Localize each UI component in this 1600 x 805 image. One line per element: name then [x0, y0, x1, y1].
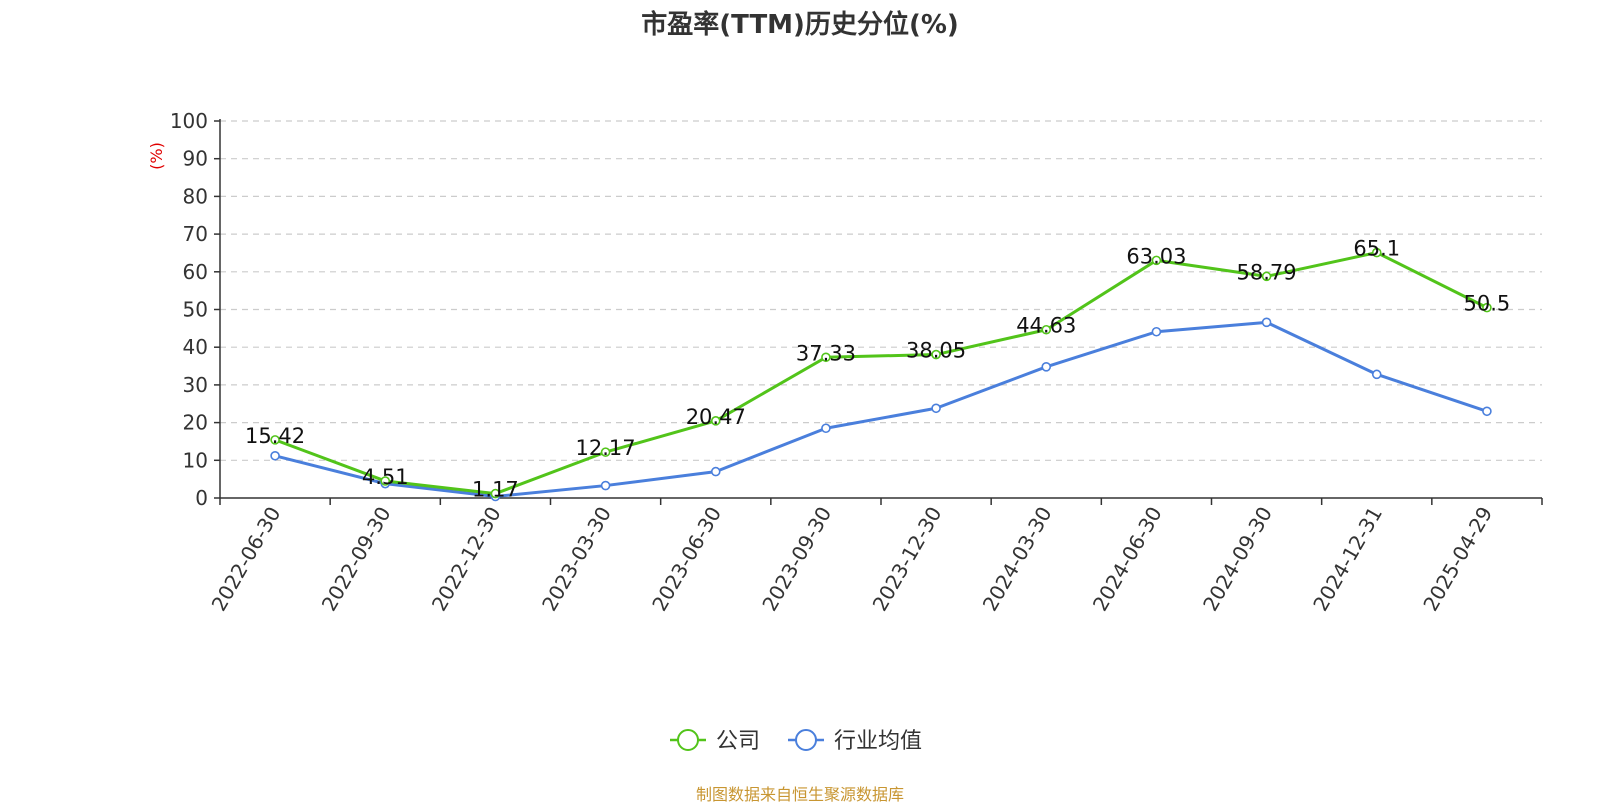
data-point — [600, 447, 611, 457]
data-point — [1482, 406, 1492, 417]
chart-title: 市盈率(TTM)历史分位(%) — [641, 10, 959, 40]
data-point — [821, 352, 831, 363]
data-point — [600, 480, 611, 491]
data-label: 65.1 — [1353, 237, 1400, 261]
data-point — [1261, 271, 1272, 282]
x-tick-label: 2023-06-30 — [647, 503, 726, 616]
data-point — [1041, 324, 1052, 335]
data-point — [710, 466, 721, 477]
data-point — [490, 488, 501, 499]
y-tick-label: 40 — [183, 335, 208, 359]
y-tick-label: 80 — [183, 184, 208, 208]
y-tick-label: 60 — [183, 260, 208, 284]
y-axis-label: (%) — [147, 142, 166, 170]
data-point — [1151, 326, 1162, 337]
x-tick-label: 2024-12-31 — [1308, 503, 1387, 616]
legend-label: 行业均值 — [834, 729, 922, 754]
legend-label: 公司 — [716, 729, 760, 754]
y-tick-label: 70 — [183, 222, 208, 246]
x-tick-label: 2024-03-30 — [978, 503, 1057, 616]
y-tick-label: 30 — [183, 373, 208, 397]
x-tick-label: 2025-04-29 — [1418, 503, 1497, 616]
y-tick-label: 20 — [183, 411, 208, 435]
data-label: 12.17 — [576, 436, 636, 460]
data-point — [821, 423, 831, 434]
data-point — [1151, 255, 1162, 266]
data-label: 44.63 — [1016, 314, 1076, 338]
data-point — [931, 403, 941, 414]
x-tick-label: 2023-12-30 — [868, 503, 947, 616]
data-point — [1261, 317, 1272, 328]
x-tick-label: 2024-06-30 — [1088, 503, 1167, 616]
data-label: 50.5 — [1464, 292, 1511, 316]
y-tick-label: 0 — [195, 486, 208, 510]
data-point — [1371, 247, 1382, 258]
data-point — [380, 476, 391, 486]
data-point — [710, 416, 721, 426]
y-tick-label: 10 — [183, 448, 208, 472]
data-point — [270, 450, 280, 461]
legend-marker — [795, 729, 817, 751]
data-label: 58.79 — [1237, 260, 1297, 284]
data-label: 38.05 — [906, 339, 966, 363]
x-tick-label: 2024-09-30 — [1198, 503, 1277, 616]
y-tick-label: 100 — [170, 109, 208, 133]
series-line — [274, 320, 1488, 498]
data-label: 1.17 — [472, 478, 519, 502]
data-label: 4.51 — [362, 465, 409, 489]
y-tick-label: 50 — [183, 298, 208, 322]
data-label: 15.42 — [245, 424, 305, 448]
x-tick-label: 2023-09-30 — [757, 503, 836, 616]
data-point — [1482, 302, 1492, 313]
data-label: 20.47 — [686, 405, 746, 429]
data-point — [1041, 362, 1052, 372]
legend-marker — [677, 729, 699, 751]
x-tick-label: 2022-06-30 — [207, 503, 286, 616]
series-line — [274, 251, 1488, 496]
data-point — [1371, 369, 1382, 380]
x-tick-label: 2023-03-30 — [537, 503, 616, 616]
data-point — [931, 349, 941, 360]
y-tick-label: 90 — [183, 147, 208, 171]
data-label: 63.03 — [1126, 244, 1186, 268]
x-tick-label: 2022-12-30 — [427, 503, 506, 616]
data-label: 37.33 — [796, 341, 856, 365]
data-point — [270, 435, 280, 445]
data-source-note: 制图数据来自恒生聚源数据库 — [695, 785, 904, 804]
x-tick-label: 2022-09-30 — [317, 503, 396, 616]
